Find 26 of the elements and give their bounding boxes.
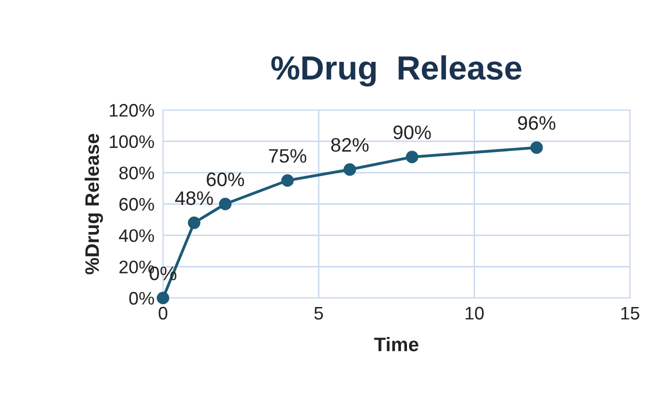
y-axis-title: %Drug Release	[84, 134, 103, 274]
data-label: 96%	[518, 116, 556, 130]
y-tick-label: 40%	[118, 229, 154, 242]
x-axis-title: Time	[374, 337, 418, 352]
chart-title: %Drug Release	[271, 55, 522, 87]
point	[219, 198, 232, 210]
point	[188, 216, 200, 230]
x-tick-label: 15	[621, 306, 640, 320]
data-label: 75%	[269, 149, 306, 163]
data-label: 90%	[394, 126, 431, 140]
x-tick-label: 10	[466, 306, 484, 320]
point	[406, 150, 418, 164]
x-tick-label: 5	[314, 306, 323, 320]
point	[344, 163, 356, 176]
data-label: 48%	[175, 191, 213, 206]
data-label: 82%	[331, 138, 369, 152]
y-tick-label: 0%	[129, 292, 154, 305]
point	[156, 292, 170, 304]
point	[530, 141, 543, 154]
y-tick-label: 80%	[119, 166, 154, 180]
data-label: 60%	[206, 172, 244, 186]
y-tick-label: 120%	[110, 104, 154, 117]
y-tick-label: 100%	[110, 135, 154, 148]
y-tick-label: 60%	[119, 198, 154, 211]
x-tick-label: 0	[158, 306, 168, 320]
point	[281, 174, 294, 187]
